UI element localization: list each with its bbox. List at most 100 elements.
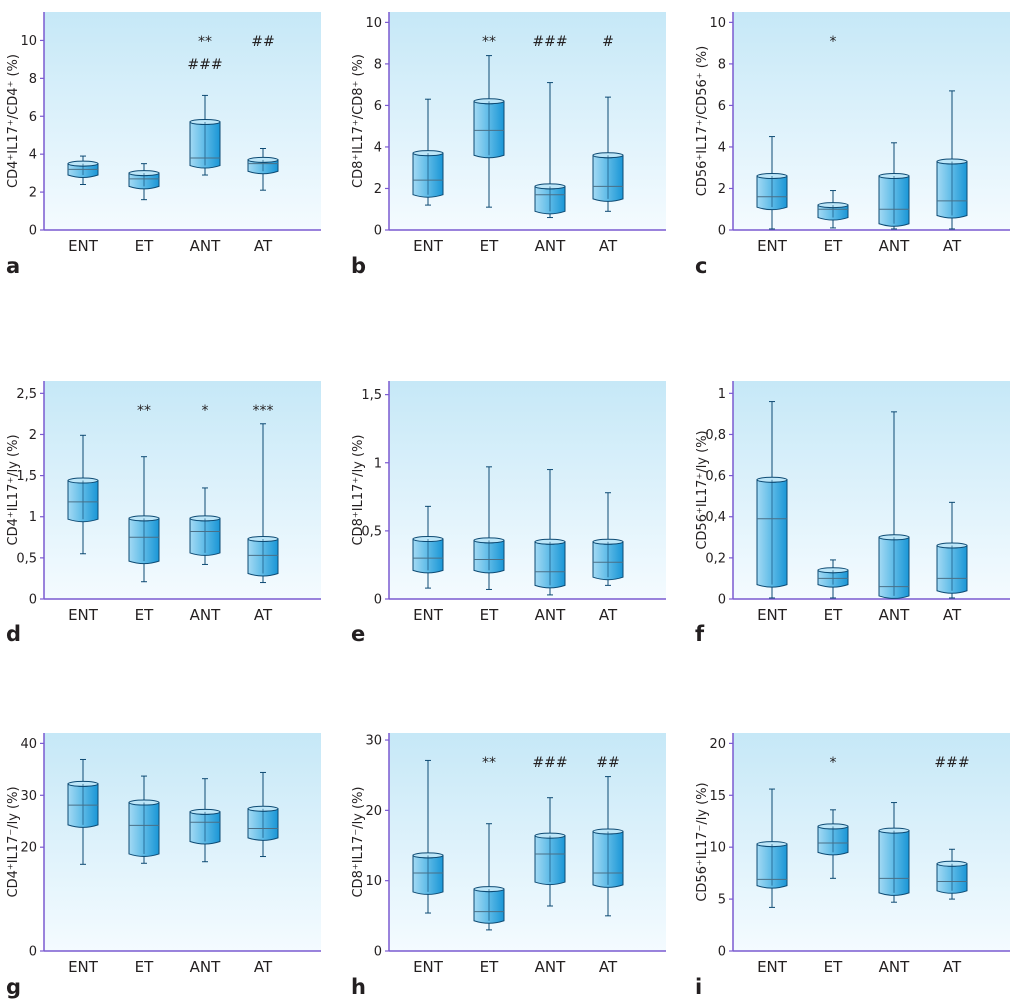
y-tick-label: 10: [709, 841, 726, 856]
y-tick-label: 20: [20, 841, 37, 856]
x-category-label: ANT: [190, 958, 221, 976]
panel-letter: h: [351, 975, 366, 999]
box-et: [817, 809, 849, 879]
y-tick-label: 2,5: [16, 387, 37, 402]
y-tick-label: 2: [29, 186, 37, 201]
x-category-label: ANT: [879, 958, 910, 976]
y-tick-label: 10: [365, 16, 382, 31]
x-category-label: ET: [480, 606, 499, 624]
significance-marker: **: [198, 34, 212, 50]
box-at: [592, 776, 624, 917]
box-at: [936, 90, 968, 230]
x-category-label: ENT: [757, 958, 788, 976]
box-et: [473, 823, 505, 931]
box-et: [128, 775, 160, 864]
box-ent: [412, 759, 444, 914]
y-axis-label: CD4⁺IL17⁺/ly (%): [6, 434, 21, 545]
y-tick-label: 30: [20, 789, 37, 804]
x-category-label: ET: [135, 606, 154, 624]
box-ent: [67, 434, 99, 555]
x-category-label: AT: [254, 958, 273, 976]
x-category-label: ENT: [68, 237, 99, 255]
y-tick-label: 0,5: [361, 524, 382, 539]
y-tick-label: 0: [29, 224, 37, 239]
y-tick-label: 1: [374, 456, 382, 471]
y-tick-label: 40: [20, 737, 37, 752]
y-tick-label: 30: [365, 734, 382, 749]
y-tick-label: 8: [718, 57, 726, 72]
y-tick-label: 2: [29, 428, 37, 443]
x-category-label: ET: [480, 237, 499, 255]
y-tick-label: 0: [29, 593, 37, 608]
y-tick-label: 0: [29, 945, 37, 960]
x-category-label: ENT: [68, 958, 99, 976]
y-tick-label: 1: [29, 510, 37, 525]
box-et: [473, 55, 505, 208]
y-tick-label: 0,5: [16, 551, 37, 566]
panel-letter: a: [6, 254, 20, 278]
y-tick-label: 0,4: [705, 510, 726, 525]
panel-letter: f: [695, 622, 705, 646]
box-et: [817, 559, 849, 599]
box-et: [128, 163, 160, 201]
box-et: [473, 466, 505, 590]
panel-g: CD4⁺IL17⁻/ly (%) 0 20 30 40 ENT ET ANT AT g: [6, 733, 321, 999]
panel-letter: b: [351, 254, 366, 278]
box-at: [592, 492, 624, 586]
y-axis-label: CD56⁺IL17⁻/ly (%): [695, 782, 710, 901]
significance-marker: ###: [187, 57, 222, 73]
y-tick-label: 10: [20, 34, 37, 49]
box-ant: [534, 797, 566, 907]
box-at: [936, 848, 968, 900]
significance-marker: ###: [532, 34, 567, 50]
box-ent: [756, 401, 788, 599]
box-at: [592, 96, 624, 212]
significance-marker: **: [482, 34, 496, 50]
box-at: [247, 147, 279, 191]
y-tick-label: 1,5: [16, 469, 37, 484]
plot-background: [44, 733, 321, 951]
y-tick-label: 4: [718, 140, 726, 155]
x-category-label: AT: [943, 958, 962, 976]
y-tick-label: 6: [29, 110, 37, 125]
x-category-label: ENT: [68, 606, 99, 624]
x-category-label: ENT: [413, 606, 444, 624]
x-category-label: ANT: [535, 606, 566, 624]
x-category-label: AT: [943, 606, 962, 624]
x-category-label: ENT: [757, 237, 788, 255]
significance-marker: *: [830, 755, 837, 771]
box-et: [817, 190, 849, 229]
y-axis-label: CD4⁺IL17⁺/CD4⁺ (%): [6, 54, 21, 188]
y-tick-label: 0,6: [705, 469, 726, 484]
x-category-label: ANT: [535, 237, 566, 255]
y-tick-label: 5: [718, 893, 726, 908]
y-tick-label: 4: [374, 140, 382, 155]
y-tick-label: 1,5: [361, 388, 382, 403]
x-category-label: AT: [254, 606, 273, 624]
panel-letter: g: [6, 975, 21, 999]
box-ant: [534, 469, 566, 596]
x-category-label: ET: [135, 958, 154, 976]
significance-marker: ##: [596, 755, 619, 771]
significance-marker: *: [830, 34, 837, 50]
panel-i: CD56⁺IL17⁻/ly (%) 0 5 10 15 20 ENT ET ANT AT * ### i: [695, 733, 1010, 999]
x-category-label: AT: [943, 237, 962, 255]
y-tick-label: 8: [29, 72, 37, 87]
y-axis-label: CD56⁺IL17⁺/CD56⁺ (%): [695, 46, 710, 196]
y-tick-label: 0: [374, 224, 382, 239]
y-tick-label: 8: [374, 57, 382, 72]
box-at: [247, 771, 279, 858]
y-tick-label: 0: [374, 593, 382, 608]
box-ant: [878, 411, 910, 599]
panel-letter: c: [695, 254, 707, 278]
y-tick-label: 0: [718, 593, 726, 608]
x-category-label: AT: [599, 237, 618, 255]
y-tick-label: 0: [718, 224, 726, 239]
x-category-label: ENT: [757, 606, 788, 624]
y-tick-label: 15: [709, 789, 726, 804]
y-tick-label: 6: [718, 99, 726, 114]
